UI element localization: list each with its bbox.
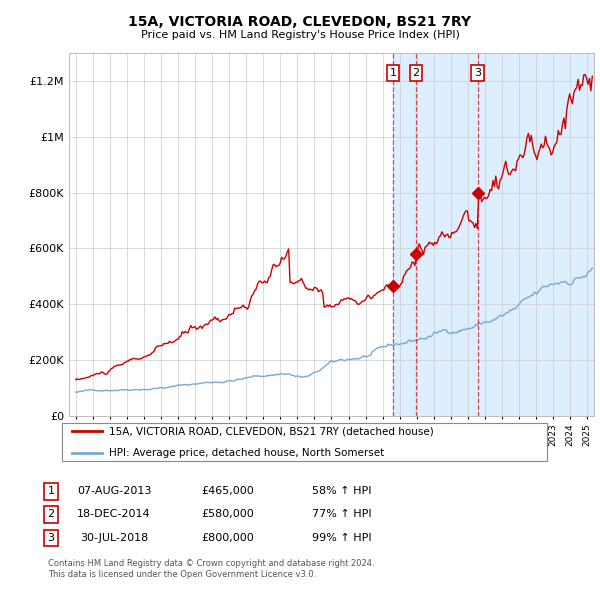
Text: 30-JUL-2018: 30-JUL-2018 <box>80 533 148 543</box>
Text: HPI: Average price, detached house, North Somerset: HPI: Average price, detached house, Nort… <box>109 448 385 457</box>
FancyBboxPatch shape <box>62 423 547 461</box>
Text: 1: 1 <box>47 487 55 496</box>
Text: 15A, VICTORIA ROAD, CLEVEDON, BS21 7RY (detached house): 15A, VICTORIA ROAD, CLEVEDON, BS21 7RY (… <box>109 427 434 436</box>
Text: 07-AUG-2013: 07-AUG-2013 <box>77 487 151 496</box>
Text: 15A, VICTORIA ROAD, CLEVEDON, BS21 7RY: 15A, VICTORIA ROAD, CLEVEDON, BS21 7RY <box>128 15 472 29</box>
Text: £580,000: £580,000 <box>202 510 254 519</box>
Text: 58% ↑ HPI: 58% ↑ HPI <box>312 487 372 496</box>
Text: Contains HM Land Registry data © Crown copyright and database right 2024.: Contains HM Land Registry data © Crown c… <box>48 559 374 568</box>
Text: £465,000: £465,000 <box>202 487 254 496</box>
Text: 99% ↑ HPI: 99% ↑ HPI <box>312 533 372 543</box>
Text: 1: 1 <box>389 68 397 78</box>
Text: 3: 3 <box>474 68 481 78</box>
Text: This data is licensed under the Open Government Licence v3.0.: This data is licensed under the Open Gov… <box>48 571 316 579</box>
Text: 77% ↑ HPI: 77% ↑ HPI <box>312 510 372 519</box>
Text: 18-DEC-2014: 18-DEC-2014 <box>77 510 151 519</box>
Bar <box>393 53 600 416</box>
Text: 3: 3 <box>47 533 55 543</box>
Text: Price paid vs. HM Land Registry's House Price Index (HPI): Price paid vs. HM Land Registry's House … <box>140 30 460 40</box>
Text: £800,000: £800,000 <box>202 533 254 543</box>
Text: 2: 2 <box>412 68 419 78</box>
Text: 2: 2 <box>47 510 55 519</box>
